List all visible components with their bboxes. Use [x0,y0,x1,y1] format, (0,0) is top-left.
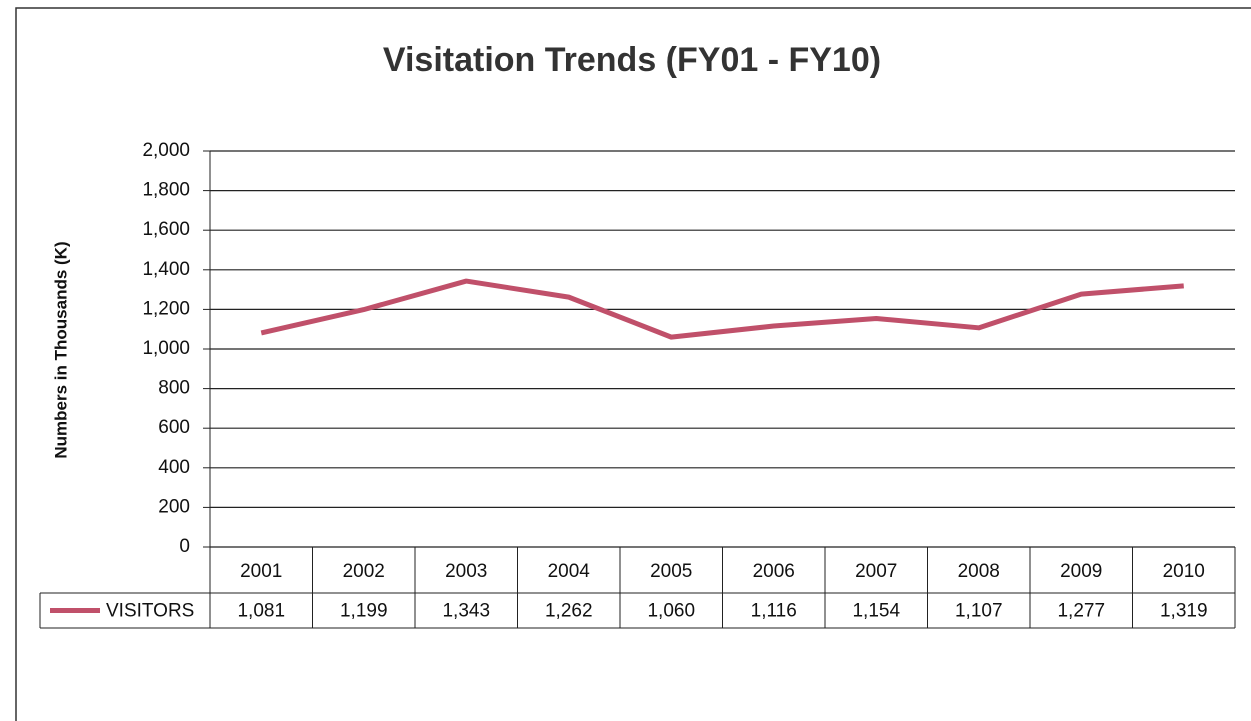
x-tick-label: 2002 [343,561,385,582]
data-label: 1,116 [751,601,797,622]
x-tick-label: 2010 [1163,561,1205,582]
y-tick-label: 800 [158,378,190,399]
x-tick-label: 2001 [240,561,282,582]
x-tick-label: 2006 [753,561,795,582]
data-line [260,278,1184,340]
data-label: 1,107 [955,601,1003,622]
chart-border [15,7,1251,721]
x-tick-label: 2005 [650,561,692,582]
y-tick-label: 2,000 [142,140,190,161]
chart-title: Visitation Trends (FY01 - FY10) [383,41,881,79]
y-tick-label: 1,800 [142,180,190,201]
y-tick-label: 1,600 [142,219,190,240]
data-label: 1,262 [545,601,593,622]
y-tick-label: 1,000 [142,338,190,359]
data-label: 1,319 [1160,601,1208,622]
y-tick-label: 200 [158,496,190,517]
x-tick-label: 2003 [445,561,487,582]
x-tick-label: 2007 [855,561,897,582]
y-tick-label: 1,200 [142,298,190,319]
data-label: 1,277 [1057,601,1105,622]
y-axis-label: Numbers in Thousands (K) [51,241,70,458]
legend-label: VISITORS [106,601,194,622]
y-tick-label: 1,400 [142,259,190,280]
x-tick-label: 2009 [1060,561,1102,582]
x-tick-label: 2004 [548,561,591,582]
data-label: 1,343 [442,601,490,622]
y-tick-label: 0 [179,536,190,557]
y-tick-label: 600 [158,417,190,438]
data-label: 1,081 [237,601,285,622]
data-label: 1,060 [647,601,695,622]
data-label: 1,154 [852,601,900,622]
data-label: 1,199 [340,601,388,622]
y-tick-label: 400 [158,457,190,478]
x-tick-label: 2008 [958,561,1000,582]
